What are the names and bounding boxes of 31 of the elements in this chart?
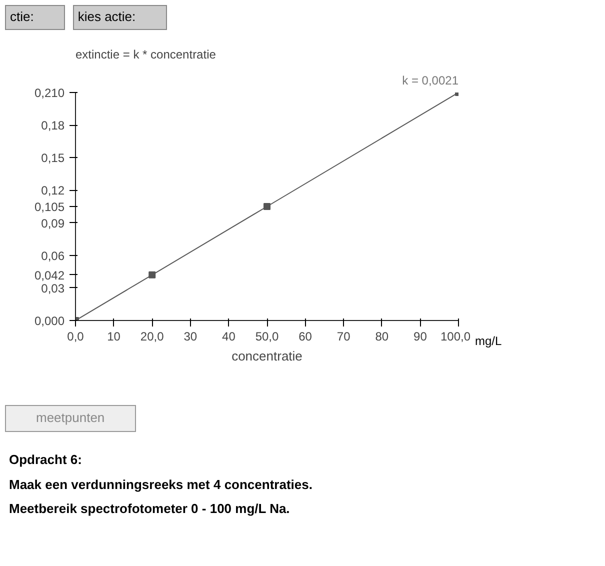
x-tick-label: 50,0: [255, 330, 280, 344]
text: meetpunten: [5, 405, 136, 432]
x-tick-label: 100,0: [440, 330, 471, 344]
x-tick-label: 90: [414, 330, 428, 344]
text: k = 0,0021: [402, 74, 459, 88]
x-tick-label: 20,0: [140, 330, 164, 344]
chart-title: extinctie = k * concentratie: [76, 48, 216, 62]
y-tick-label: 0,06: [41, 248, 65, 263]
x-tick-label: 60: [298, 330, 312, 344]
x-tick-label: 10: [107, 330, 121, 344]
x-tick-label: 0,0: [67, 330, 84, 344]
text: Meetbereik spectrofotometer 0 - 100 mg/L Na.: [9, 500, 291, 518]
text: Opdracht 6:: [9, 451, 83, 469]
y-tick-label: 0,15: [41, 151, 65, 166]
y-tick-label: 0,210: [34, 86, 65, 100]
x-tick-label: 80: [375, 330, 389, 344]
text: kies actie:: [72, 5, 167, 30]
y-tick-label: 0,000: [34, 314, 65, 328]
text: Maak een verdunningsreeks met 4 concentraties.: [9, 476, 312, 494]
text: mg/L: [475, 333, 502, 350]
text: ctie:: [5, 5, 65, 30]
x-tick-label: 40: [222, 330, 236, 344]
y-tick-label: 0,105: [34, 200, 65, 214]
y-tick-label: 0,042: [34, 268, 65, 282]
x-tick-label: 30: [184, 330, 198, 344]
x-axis-title: concentratie: [232, 348, 302, 364]
y-tick-label: 0,12: [41, 184, 65, 198]
y-tick-label: 0,18: [41, 118, 65, 133]
y-tick-label: 0,03: [41, 281, 65, 296]
x-tick-label: 70: [336, 330, 351, 344]
y-tick-label: 0,09: [41, 216, 65, 230]
